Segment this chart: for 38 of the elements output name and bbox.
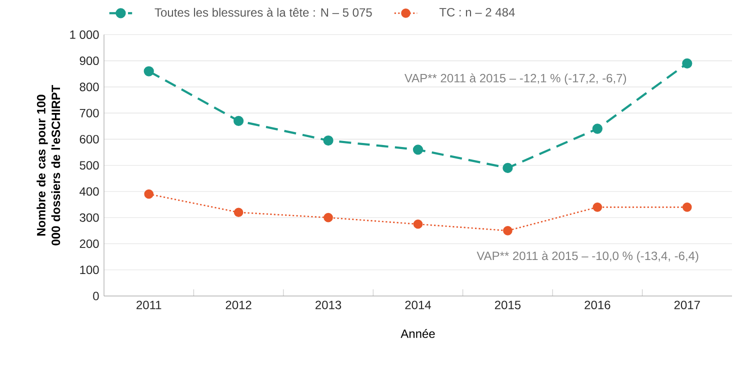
y-tick-label: 900 bbox=[80, 56, 99, 66]
point bbox=[682, 202, 692, 212]
y-tick-label: 1 000 bbox=[70, 30, 99, 39]
x-tick-label: 2017 bbox=[674, 300, 700, 310]
point bbox=[234, 208, 244, 218]
point bbox=[412, 144, 424, 155]
y-tick-label: 800 bbox=[80, 82, 99, 92]
y-tick-label: 0 bbox=[93, 292, 99, 300]
point bbox=[234, 116, 244, 126]
point bbox=[323, 135, 334, 146]
point bbox=[502, 162, 513, 174]
y-axis-title: Nombre de cas pour 100 000 dossiers de l'eSCHIRPT bbox=[36, 85, 60, 246]
x-tick-label: 2013 bbox=[316, 300, 342, 310]
point bbox=[413, 219, 423, 229]
y-tick-label: 500 bbox=[80, 161, 99, 170]
x-tick-label: 2016 bbox=[584, 300, 610, 310]
point bbox=[592, 202, 602, 212]
annotation: VAP** 2011 à 2015 – -10,0 % (-13,4, -6,4) bbox=[476, 251, 698, 262]
point bbox=[144, 66, 154, 76]
y-tick-label: 200 bbox=[80, 239, 99, 248]
legend-label: TC : n – 2 484 bbox=[439, 8, 515, 17]
x-tick-label: 2011 bbox=[136, 300, 162, 310]
point bbox=[503, 226, 512, 236]
point bbox=[144, 189, 154, 199]
x-tick-label: 2014 bbox=[405, 300, 431, 310]
point bbox=[324, 212, 333, 222]
y-tick-label: 300 bbox=[80, 213, 99, 222]
x-tick-label: 2015 bbox=[494, 300, 521, 310]
y-tick-label: 100 bbox=[80, 266, 99, 274]
point bbox=[592, 124, 602, 134]
x-tick-label: 2012 bbox=[226, 300, 252, 310]
point bbox=[682, 58, 692, 68]
legend-label: Toutes les blessures à la tête : N – 5 075 bbox=[154, 8, 372, 17]
y-tick-label: 700 bbox=[80, 108, 99, 118]
annotation: VAP** 2011 à 2015 – -12,1 % (-17,2, -6,7) bbox=[404, 73, 626, 85]
y-tick-label: 400 bbox=[80, 187, 99, 196]
x-axis-title: Année bbox=[400, 329, 435, 338]
y-tick-label: 600 bbox=[80, 134, 99, 144]
